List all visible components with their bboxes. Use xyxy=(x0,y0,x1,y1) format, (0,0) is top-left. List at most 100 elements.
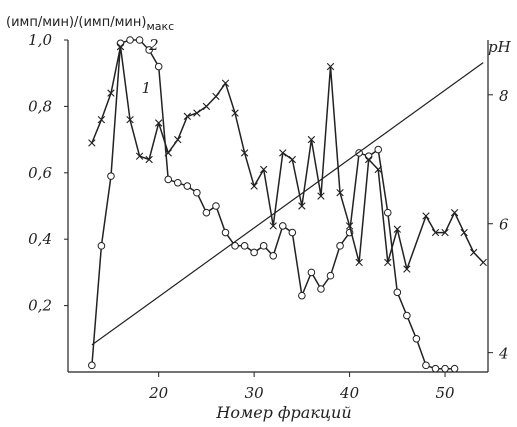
left-y-tick-label: 0,6 xyxy=(28,164,52,182)
right-y-tick-label: 8 xyxy=(499,87,509,105)
series-2-point xyxy=(221,79,230,87)
series-2-point xyxy=(174,135,182,144)
series-2-point xyxy=(202,102,211,111)
series-2-point xyxy=(231,109,239,117)
ticks: 20 30 40 50 0,2 0,4 0,6 0,8 1,0 4 6 8 xyxy=(28,31,509,402)
series-1-point xyxy=(88,361,96,370)
series-1-point xyxy=(259,242,268,250)
annotations: 12 xyxy=(142,36,159,97)
series-2-point xyxy=(269,222,277,230)
left-y-tick-label: 0,2 xyxy=(28,297,52,315)
series-2-point xyxy=(298,202,306,210)
series-2-point xyxy=(393,225,402,233)
series-label-2: 2 xyxy=(148,36,159,54)
series-2-point xyxy=(422,212,430,220)
series-1-point xyxy=(393,288,402,297)
series-1-point xyxy=(412,335,421,343)
series-2-point xyxy=(145,155,153,164)
x-tick-label: 30 xyxy=(245,384,265,402)
series-2-point xyxy=(154,119,163,127)
series-1-point xyxy=(422,361,430,370)
series-2-point xyxy=(183,112,192,121)
series-2-point xyxy=(460,228,468,237)
series-1-point xyxy=(326,271,335,280)
series-2-point xyxy=(88,139,96,147)
series-2-point xyxy=(307,135,316,144)
series-2-point xyxy=(259,165,268,174)
series-2-point xyxy=(355,258,363,267)
series-1-point xyxy=(364,152,373,160)
series-2-point xyxy=(135,152,144,160)
series-2-point xyxy=(336,189,344,197)
series-2-point xyxy=(107,89,115,97)
series-1-point xyxy=(173,178,182,187)
series-1-point xyxy=(240,242,249,250)
left-y-tick-label: 1,0 xyxy=(28,31,52,49)
series-1-point xyxy=(154,62,163,71)
series-1-point xyxy=(164,175,173,184)
series-1-point xyxy=(183,182,192,190)
x-tick-label: 50 xyxy=(435,384,455,402)
x-tick-label: 20 xyxy=(148,384,169,402)
series-1-point xyxy=(250,248,258,257)
series-2-point xyxy=(374,165,382,174)
left-y-tick-label: 0,4 xyxy=(28,230,52,248)
right-y-tick-label: 4 xyxy=(498,345,509,363)
series-1-point xyxy=(374,145,383,154)
series-1-point xyxy=(288,228,297,237)
series-2-point xyxy=(279,149,287,157)
series-1-point xyxy=(221,228,230,237)
series-2-point xyxy=(288,155,297,164)
series-1-point xyxy=(126,36,134,44)
series-2-point xyxy=(364,155,373,164)
series-2-point xyxy=(164,149,172,157)
series-2-point xyxy=(97,115,106,124)
series-1-point xyxy=(193,188,201,197)
series-1-point xyxy=(97,242,106,250)
series-1-point xyxy=(403,311,411,320)
series-1-point xyxy=(431,364,440,373)
series-2-point xyxy=(212,92,220,101)
series-1-point xyxy=(307,268,316,277)
series-2-point xyxy=(240,149,249,157)
series-1-point xyxy=(383,208,392,217)
series-2-point xyxy=(479,258,487,267)
series-1-point xyxy=(212,202,220,210)
series-2-point xyxy=(317,192,325,200)
series-2-point xyxy=(126,115,134,124)
x-tick-label: 40 xyxy=(339,384,360,402)
series-2-point xyxy=(326,62,335,71)
series-1-point xyxy=(336,242,344,250)
series-2-point xyxy=(384,258,392,267)
series-1-point xyxy=(107,172,115,180)
series xyxy=(88,36,487,373)
ph-line xyxy=(91,62,484,346)
series-1-point xyxy=(298,291,306,300)
series-1-point xyxy=(145,46,153,54)
x-axis-label: Номер фракций xyxy=(215,403,351,422)
series-2-point xyxy=(116,42,125,51)
series-1-point xyxy=(278,222,287,230)
series-2-point xyxy=(250,182,258,190)
left-y-tick-label: 0,8 xyxy=(28,97,52,115)
series-1-point xyxy=(269,252,278,260)
series-2-point xyxy=(469,248,478,257)
left-axis-label-subscript: макс xyxy=(146,20,174,33)
series-1-point xyxy=(231,242,239,250)
series-2-point xyxy=(431,228,440,237)
left-axis-label: (имп/мин)/(имп/мин)макс xyxy=(6,15,174,33)
series-1-point xyxy=(135,36,144,44)
series-1-point xyxy=(441,364,449,373)
series-1-point xyxy=(317,285,325,293)
series-2-point xyxy=(450,208,459,217)
series-2-point xyxy=(441,228,449,237)
series-1-point xyxy=(116,39,125,48)
right-y-tick-label: 6 xyxy=(499,216,509,234)
series-1-point xyxy=(202,208,211,217)
series-2-point xyxy=(403,265,411,273)
series-2-point xyxy=(345,222,354,230)
series-label-1: 1 xyxy=(142,79,152,97)
series-1-point xyxy=(450,364,459,373)
series-2-point xyxy=(193,109,201,117)
